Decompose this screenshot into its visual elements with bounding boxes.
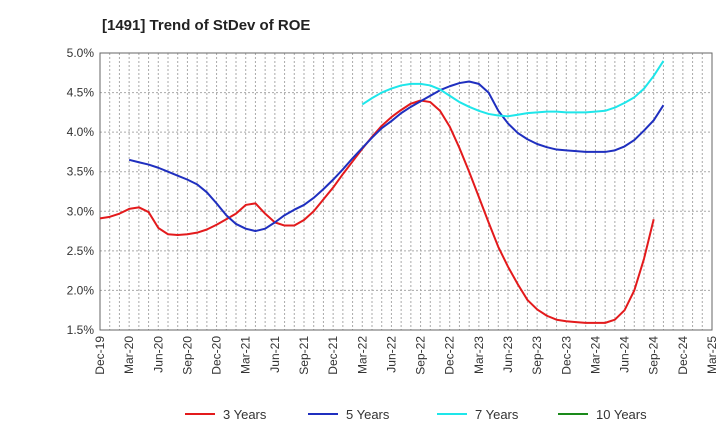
x-tick-label: Sep-24 bbox=[647, 336, 661, 375]
series-line-3-years bbox=[99, 99, 655, 324]
x-tick-label: Sep-20 bbox=[180, 336, 194, 375]
x-tick-label: Mar-25 bbox=[705, 336, 719, 374]
x-tick-label: Jun-21 bbox=[268, 336, 282, 373]
legend-label: 10 Years bbox=[596, 407, 647, 422]
x-tick-label: Dec-24 bbox=[676, 336, 690, 375]
y-tick-label: 1.5% bbox=[67, 323, 95, 337]
y-axis-ticks: 5.0% 4.5% 4.0% 3.5% 3.0% 2.5% 2.0% 1.5% bbox=[67, 46, 95, 337]
x-tick-label: Mar-23 bbox=[472, 336, 486, 374]
x-tick-label: Dec-21 bbox=[326, 336, 340, 375]
legend: 3 Years 5 Years 7 Years 10 Years bbox=[185, 407, 647, 422]
x-tick-label: Sep-21 bbox=[297, 336, 311, 375]
chart-title: [1491] Trend of StDev of ROE bbox=[102, 17, 310, 34]
legend-label: 3 Years bbox=[223, 407, 267, 422]
x-tick-label: Mar-24 bbox=[588, 336, 602, 374]
x-tick-label: Jun-22 bbox=[384, 336, 398, 373]
x-tick-label: Jun-20 bbox=[151, 336, 165, 373]
y-tick-label: 3.5% bbox=[67, 165, 95, 179]
x-tick-label: Sep-23 bbox=[530, 336, 544, 375]
series-line-5-years bbox=[128, 80, 665, 233]
y-tick-label: 2.0% bbox=[67, 283, 95, 297]
y-tick-label: 2.5% bbox=[67, 244, 95, 258]
y-tick-label: 3.0% bbox=[67, 204, 95, 218]
x-tick-label: Jun-24 bbox=[618, 336, 632, 373]
y-tick-label: 4.5% bbox=[67, 86, 95, 100]
x-axis-ticks: Dec-19 Mar-20 Jun-20 Sep-20 Dec-20 Mar-21 Jun-… bbox=[93, 336, 719, 375]
plot-border bbox=[99, 52, 713, 331]
x-tick-label: Dec-20 bbox=[210, 336, 224, 375]
grid-lines bbox=[99, 52, 713, 331]
plot-area bbox=[100, 53, 712, 330]
series-line-7-years bbox=[361, 60, 665, 118]
x-tick-label: Mar-21 bbox=[239, 336, 253, 374]
x-tick-label: Dec-19 bbox=[93, 336, 107, 375]
y-tick-label: 5.0% bbox=[67, 46, 95, 60]
legend-label: 5 Years bbox=[346, 407, 390, 422]
series-group bbox=[99, 60, 665, 324]
x-tick-label: Mar-22 bbox=[355, 336, 369, 374]
x-tick-label: Dec-23 bbox=[559, 336, 573, 375]
y-tick-label: 4.0% bbox=[67, 125, 95, 139]
x-tick-label: Dec-22 bbox=[443, 336, 457, 375]
x-tick-label: Jun-23 bbox=[501, 336, 515, 373]
x-tick-label: Mar-20 bbox=[122, 336, 136, 374]
x-tick-label: Sep-22 bbox=[414, 336, 428, 375]
legend-label: 7 Years bbox=[475, 407, 519, 422]
